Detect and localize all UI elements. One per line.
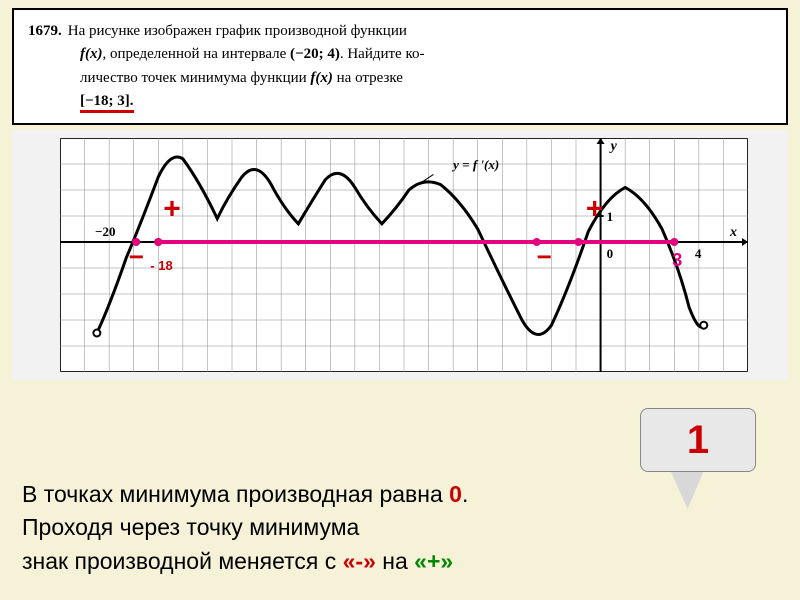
svg-text:y = f '(x): y = f '(x) [451, 157, 499, 172]
graph-container: yx014−20y = f '(x)- 183+−+− [12, 130, 788, 380]
svg-text:4: 4 [695, 246, 702, 261]
svg-text:−20: −20 [95, 224, 115, 239]
svg-text:+: + [163, 193, 181, 226]
svg-text:3: 3 [672, 250, 682, 270]
problem-number: 1679. [28, 20, 62, 43]
answer-value: 1 [687, 418, 709, 463]
svg-text:−: − [129, 241, 144, 271]
derivative-graph: yx014−20y = f '(x)- 183+−+− [60, 138, 748, 372]
svg-text:1: 1 [607, 209, 614, 224]
problem-statement: 1679. На рисунке изображен график произво… [12, 8, 788, 125]
svg-text:0: 0 [607, 246, 614, 261]
svg-text:+: + [586, 193, 604, 226]
answer-callout: 1 [640, 408, 756, 472]
interval-highlight: [−18; 3]. [80, 93, 134, 113]
svg-text:y: y [609, 139, 618, 154]
problem-line1: На рисунке изображен график производной … [68, 23, 407, 39]
fx1: f(x) [80, 46, 103, 62]
svg-text:x: x [729, 225, 737, 240]
fx2: f(x) [310, 70, 333, 86]
svg-text:- 18: - 18 [150, 258, 172, 273]
svg-text:−: − [537, 241, 552, 271]
explanation-text: В точках минимума производная равна 0. П… [22, 478, 778, 578]
